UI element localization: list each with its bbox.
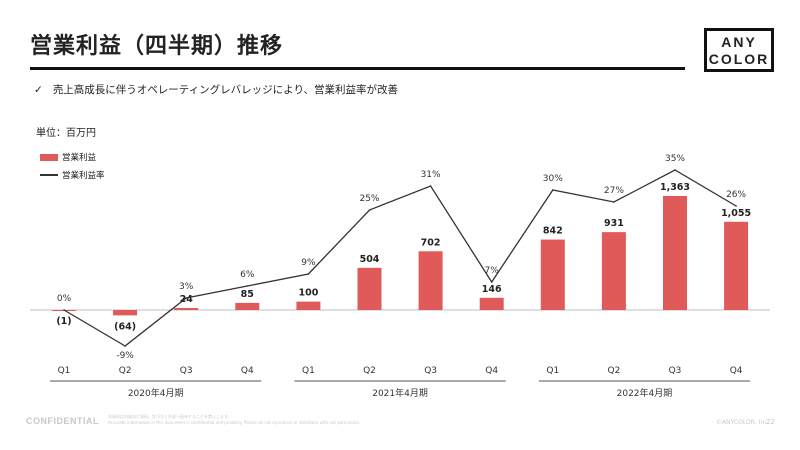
x-tick-label-10: Q2 (607, 366, 620, 376)
margin-value-label-4: 6% (240, 270, 255, 280)
unit-label: 単位：百万円 (36, 128, 96, 139)
x-tick-label-7: Q3 (424, 366, 437, 376)
page-title: 営業利益（四半期）推移 (30, 34, 284, 59)
bar-value-label-12: 1,055 (721, 208, 751, 219)
bar-value-label-1: (1) (56, 316, 71, 327)
group-label-1: 2020年4月期 (128, 387, 184, 399)
margin-value-label-1: 0% (57, 294, 72, 304)
bar-value-label-2: (64) (114, 321, 136, 332)
group-label-2: 2021年4月期 (372, 387, 428, 399)
legend-item-bar: 営業利益 (40, 148, 105, 166)
bar-10 (601, 232, 626, 310)
bullet-point: ✓ 売上高成長に伴うオペレーティングレバレッジにより、営業利益率が改善 (34, 82, 398, 97)
x-tick-label-5: Q1 (302, 366, 315, 376)
x-tick-label-3: Q3 (180, 366, 193, 376)
margin-point-9 (552, 189, 554, 191)
margin-point-10 (613, 201, 615, 203)
bar-2 (113, 310, 138, 316)
bar-5 (296, 301, 321, 310)
page-number: 22 (766, 418, 775, 426)
bar-value-label-5: 100 (298, 288, 318, 299)
bar-8 (479, 297, 504, 310)
margin-value-label-5: 9% (301, 258, 316, 268)
margin-point-5 (307, 273, 310, 275)
x-tick-label-12: Q4 (730, 366, 743, 376)
footer-note: 本資料は内部向け資料。許可なく外部へ配布することを禁止します。 Accurate… (108, 414, 360, 426)
legend-line-label: 営業利益率 (62, 171, 105, 181)
bar-3 (174, 307, 199, 310)
margin-value-label-9: 30% (543, 174, 563, 184)
x-tick-label-4: Q4 (241, 366, 254, 376)
x-tick-label-6: Q2 (363, 366, 376, 376)
company-logo: ANY COLOR (704, 28, 774, 72)
margin-value-label-2: -9% (116, 351, 134, 361)
bar-value-label-3: 24 (180, 294, 194, 305)
bar-7 (418, 251, 443, 310)
margin-point-6 (368, 209, 371, 211)
margin-value-label-6: 25% (359, 194, 379, 204)
x-tick-label-9: Q1 (546, 366, 559, 376)
check-icon: ✓ (34, 84, 43, 96)
margin-point-7 (429, 185, 432, 187)
margin-value-label-7: 31% (421, 170, 441, 180)
bar-12 (724, 221, 749, 310)
x-tick-label-1: Q1 (58, 366, 71, 376)
bar-4 (235, 302, 260, 310)
bar-value-label-4: 85 (241, 289, 254, 300)
chart-legend: 営業利益 営業利益率 (40, 148, 105, 184)
margin-value-label-10: 27% (604, 186, 624, 196)
margin-point-2 (124, 345, 126, 347)
footer-note-line-1: 本資料は内部向け資料。許可なく外部へ配布することを禁止します。 (108, 414, 232, 419)
bar-value-label-8: 146 (482, 284, 502, 295)
bar-6 (357, 267, 382, 310)
footer-copyright: ©ANYCOLOR, Inc. (716, 419, 770, 426)
footer-note-line-2: Accurate information in this document is… (108, 420, 361, 425)
legend-item-line: 営業利益率 (40, 166, 105, 184)
bar-value-label-9: 842 (543, 226, 563, 237)
bar-11 (663, 196, 687, 310)
margin-value-label-8: 7% (485, 266, 500, 276)
margin-point-4 (246, 285, 249, 287)
bar-value-label-7: 702 (421, 237, 441, 248)
x-tick-label-2: Q2 (119, 366, 132, 376)
bar-9 (540, 239, 565, 310)
bullet-text: 売上高成長に伴うオペレーティングレバレッジにより、営業利益率が改善 (52, 84, 399, 96)
bar-value-label-11: 1,363 (660, 182, 690, 193)
x-tick-label-8: Q4 (485, 366, 498, 376)
legend-bar-label: 営業利益 (62, 153, 97, 163)
margin-line (63, 169, 737, 347)
margin-point-8 (490, 281, 493, 283)
logo-line-1: ANY (721, 34, 757, 50)
legend-bar-swatch (40, 153, 58, 161)
margin-point-11 (674, 169, 676, 171)
margin-value-label-12: 26% (726, 190, 746, 200)
margin-value-label-11: 35% (665, 154, 685, 164)
margin-point-12 (735, 205, 737, 207)
x-tick-label-11: Q3 (669, 366, 682, 376)
title-underline (30, 67, 685, 70)
legend-line-swatch (40, 174, 58, 176)
bar-value-label-6: 504 (360, 254, 380, 265)
footer-confidential: CONFIDENTIAL (26, 416, 99, 426)
margin-point-1 (63, 309, 65, 311)
margin-point-3 (185, 297, 187, 299)
margin-value-label-3: 3% (179, 282, 194, 292)
bar-value-label-10: 931 (604, 218, 624, 229)
group-label-3: 2022年4月期 (617, 387, 673, 399)
logo-line-2: COLOR (708, 51, 770, 67)
